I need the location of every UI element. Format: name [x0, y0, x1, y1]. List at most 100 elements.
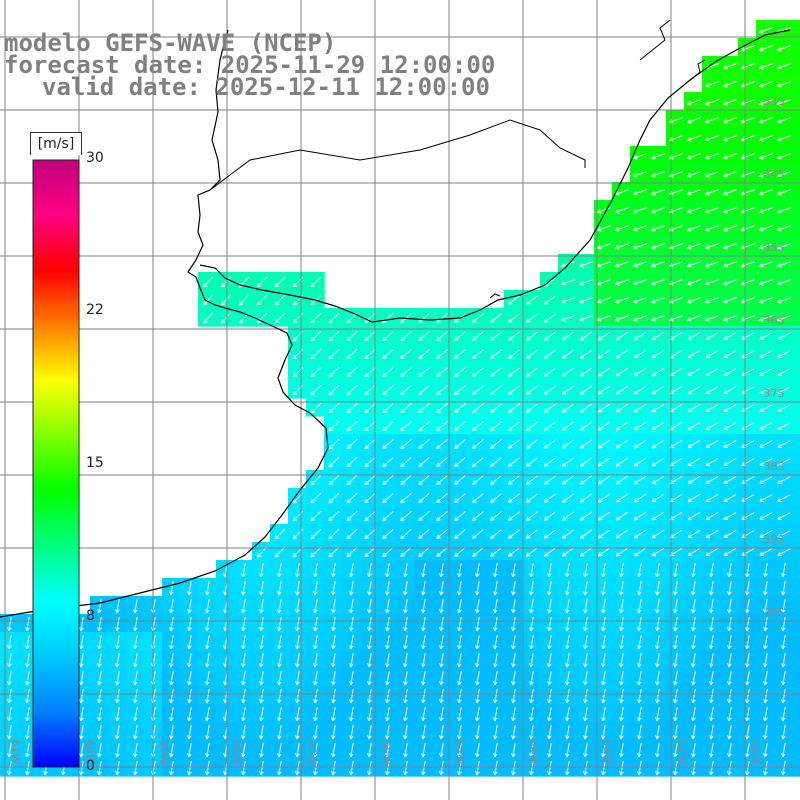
colorbar [32, 159, 80, 768]
wind-speed-cell [720, 398, 739, 417]
wind-speed-cell [630, 236, 649, 255]
wind-arrow [745, 581, 750, 596]
wind-speed-cell [306, 380, 325, 399]
wind-speed-cell [234, 722, 253, 741]
wind-arrow [543, 349, 556, 359]
wind-arrow [367, 599, 372, 614]
wind-speed-cell [792, 326, 800, 345]
wind-arrow [400, 402, 412, 414]
wind-speed-cell [756, 542, 775, 561]
wind-arrow [705, 349, 719, 359]
wind-arrow [454, 349, 466, 359]
wind-speed-cell [648, 434, 667, 453]
wind-speed-cell [396, 578, 415, 597]
wind-speed-cell [666, 506, 685, 525]
wind-arrow [579, 367, 593, 377]
wind-arrow [418, 493, 430, 504]
wind-arrow [723, 117, 737, 124]
wind-arrow [601, 725, 606, 740]
wind-speed-cell [666, 146, 685, 165]
wind-arrow [313, 653, 318, 668]
wind-speed-cell [414, 380, 433, 399]
wind-arrow [490, 349, 502, 359]
wind-arrow [759, 332, 773, 340]
wind-speed-cell [684, 236, 703, 255]
wind-arrow [274, 312, 286, 324]
wind-speed-cell [108, 704, 127, 723]
wind-arrow [328, 366, 340, 378]
wind-speed-cell [504, 452, 523, 471]
wind-arrow [328, 420, 340, 432]
wind-speed-cell [306, 272, 325, 291]
wind-speed-cell [486, 470, 505, 489]
wind-speed-cell [792, 254, 800, 273]
wind-arrow [615, 349, 629, 359]
wind-arrow [511, 689, 516, 704]
wind-speed-cell [774, 740, 793, 759]
wind-speed-cell [108, 596, 127, 615]
wind-arrow [205, 635, 210, 650]
wind-speed-cell [324, 668, 343, 687]
wind-arrow [454, 295, 466, 305]
wind-speed-cell [756, 488, 775, 507]
wind-speed-cell [378, 506, 397, 525]
wind-arrow [687, 225, 701, 232]
wind-arrow [687, 529, 701, 539]
wind-speed-cell [792, 74, 800, 93]
wind-arrow [619, 653, 624, 668]
wind-arrow [709, 563, 714, 578]
wind-arrow [759, 117, 773, 124]
wind-arrow [745, 671, 750, 686]
wind-arrow [400, 294, 412, 306]
wind-speed-cell [720, 200, 739, 219]
wind-speed-cell [576, 722, 595, 741]
wind-speed-cell [702, 722, 721, 741]
wind-speed-cell [684, 506, 703, 525]
wind-speed-cell [414, 524, 433, 543]
wind-arrow [169, 653, 174, 668]
wind-speed-cell [486, 740, 505, 759]
wind-arrow [475, 707, 480, 722]
wind-arrow [493, 635, 498, 650]
wind-arrow [525, 457, 538, 467]
wind-speed-cell [360, 452, 379, 471]
wind-speed-cell [252, 686, 271, 705]
wind-arrow [205, 707, 210, 722]
wind-arrow [615, 225, 629, 232]
wind-speed-cell [270, 578, 289, 597]
wind-arrow [507, 367, 520, 377]
wind-arrow [256, 276, 268, 288]
wind-speed-cell [594, 650, 613, 669]
wind-arrow [403, 725, 408, 740]
wind-speed-cell [378, 344, 397, 363]
wind-arrow [421, 617, 426, 632]
wind-speed-cell [756, 380, 775, 399]
wind-arrow [705, 117, 719, 124]
wind-arrow [475, 581, 480, 596]
wind-arrow [723, 422, 737, 431]
wind-speed-cell [738, 740, 757, 759]
wind-speed-cell [378, 722, 397, 741]
wind-arrow [25, 707, 30, 722]
wind-arrow [705, 135, 719, 142]
wind-speed-cell [288, 596, 307, 615]
wind-speed-cell [738, 164, 757, 183]
wind-arrow [313, 599, 318, 614]
wind-speed-cell [324, 398, 343, 417]
wind-arrow [349, 761, 354, 776]
wind-speed-cell [486, 488, 505, 507]
wind-speed-cell [18, 650, 37, 669]
wind-speed-cell [432, 380, 451, 399]
wind-arrow [241, 635, 246, 650]
wind-speed-cell [378, 470, 397, 489]
wind-speed-cell [450, 704, 469, 723]
wind-arrow [295, 707, 300, 722]
wind-arrow [525, 313, 538, 323]
wind-arrow [79, 689, 84, 704]
wind-speed-cell [468, 650, 487, 669]
wind-arrow [763, 725, 768, 740]
wind-arrow [777, 81, 791, 88]
wind-speed-cell [612, 524, 631, 543]
wind-arrow [723, 243, 737, 250]
wind-speed-cell [774, 452, 793, 471]
